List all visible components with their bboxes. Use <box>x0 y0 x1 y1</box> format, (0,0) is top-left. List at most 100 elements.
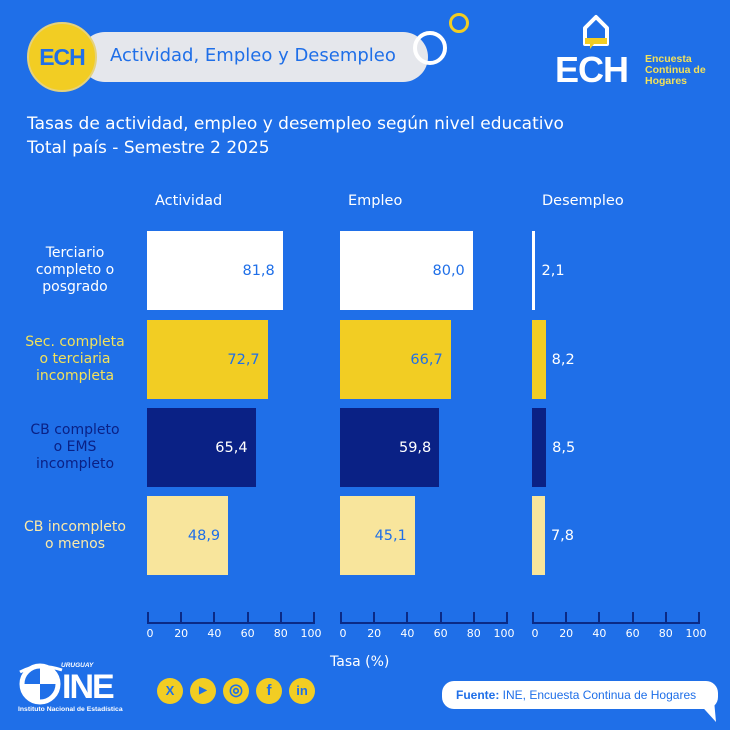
category-label-line: CB incompleto <box>24 518 126 535</box>
panel-title-desempleo: Desempleo <box>542 193 624 209</box>
x-axis-tick <box>439 612 442 624</box>
x-tick-label: 20 <box>174 627 189 640</box>
youtube-icon[interactable]: ▶ <box>190 678 216 704</box>
ine-name: Instituto Nacional de Estadística <box>18 706 123 713</box>
source-bubble-tail <box>696 700 716 722</box>
ech-logo-text: Encuesta Continua de Hogares <box>645 54 706 87</box>
ech-logo-line: Hogares <box>645 75 688 87</box>
category-label-line: CB completo <box>30 422 120 438</box>
bar-desempleo <box>532 408 547 487</box>
bar-empleo <box>340 231 473 310</box>
source-text: Fuente: INE, Encuesta Continua de Hogare… <box>456 688 696 702</box>
category-label-line: Sec. completa <box>25 334 125 350</box>
x-tick-label: 100 <box>300 627 322 640</box>
x-tick-label: 40 <box>207 627 222 640</box>
x-tick-label: 40 <box>592 627 607 640</box>
source-value: INE, Encuesta Continua de Hogares <box>499 688 697 702</box>
bar-actividad <box>147 231 283 310</box>
bar-value-label: 7,8 <box>550 527 574 544</box>
bar-value-label: 48,9 <box>187 527 221 544</box>
x-tick-label: 40 <box>400 627 415 640</box>
x-axis-line <box>532 622 700 624</box>
bar-value-label: 2,1 <box>541 262 565 279</box>
category-label: CB completo o EMS incompleto <box>8 422 142 473</box>
category-label-line: o terciaria <box>39 351 111 367</box>
x-axis-tick <box>246 612 249 624</box>
source-bubble <box>442 681 718 709</box>
instagram-icon[interactable]: ◎ <box>223 678 249 704</box>
x-axis-tick <box>698 612 700 624</box>
bar-empleo <box>340 408 440 487</box>
bar-value-label: 59,8 <box>398 439 432 456</box>
x-axis-tick <box>532 612 534 624</box>
ech-logo-letters: ECH <box>555 49 629 90</box>
category-label: Sec. completa o terciaria incompleta <box>8 334 142 385</box>
category-label-line: posgrado <box>42 279 108 295</box>
x-tick-label: 20 <box>367 627 382 640</box>
x-tick-label: 60 <box>433 627 448 640</box>
x-tick-label: 100 <box>685 627 707 640</box>
x-icon[interactable]: X <box>157 678 183 704</box>
category-label-line: o menos <box>45 535 105 552</box>
x-axis-line <box>147 622 315 624</box>
ine-letters: INE <box>62 668 115 706</box>
x-axis-line <box>340 622 508 624</box>
ine-logo: URUGUAY INE Instituto Nacional de Estadí… <box>18 662 143 724</box>
x-tick-label: 80 <box>273 627 288 640</box>
x-tick-label: 60 <box>625 627 640 640</box>
x-axis-tick <box>565 612 568 624</box>
x-tick-label: 80 <box>658 627 673 640</box>
facebook-icon[interactable]: f <box>256 678 282 704</box>
chart-title: Tasas de actividad, empleo y desempleo s… <box>27 114 564 134</box>
x-axis-tick <box>631 612 634 624</box>
x-tick-label: 0 <box>339 627 347 640</box>
bar-value-label: 65,4 <box>215 439 248 456</box>
bar-value-label: 45,1 <box>374 527 407 544</box>
ech-logo: ECH Encuesta Continua de Hogares <box>555 12 725 92</box>
header-pill <box>80 32 428 82</box>
x-axis-tick <box>313 612 315 624</box>
header-title: Actividad, Empleo y Desempleo <box>110 45 396 66</box>
bar-desempleo <box>532 496 545 575</box>
ech-badge: ECH <box>27 22 97 92</box>
category-label-line: o EMS <box>53 439 97 455</box>
panel-title-empleo: Empleo <box>348 193 403 209</box>
x-axis-tick <box>472 612 475 624</box>
panel-title-actividad: Actividad <box>155 193 223 209</box>
x-axis-tick <box>180 612 183 624</box>
bar-actividad <box>147 320 268 399</box>
source-label: Fuente: <box>456 688 500 702</box>
x-axis-tick <box>598 612 601 624</box>
category-label-line: completo o <box>35 262 115 278</box>
x-tick-label: 80 <box>466 627 481 640</box>
x-tick-label: 20 <box>559 627 574 640</box>
x-axis-tick <box>406 612 409 624</box>
decorative-ring-yellow <box>449 13 469 33</box>
bar-value-label: 81,8 <box>242 262 275 279</box>
ine-globe-icon <box>19 663 63 705</box>
category-label-line: Terciario <box>45 245 105 261</box>
ech-logo-line: Encuesta <box>645 53 692 65</box>
category-label: Terciario completo o posgrado <box>8 245 142 296</box>
x-tick-label: 100 <box>493 627 515 640</box>
chart-title-block: Tasas de actividad, empleo y desempleo s… <box>27 112 564 160</box>
bar-desempleo <box>532 320 546 399</box>
x-tick-label: 0 <box>146 627 154 640</box>
decorative-ring-white <box>413 31 447 65</box>
x-axis-tick <box>147 612 149 624</box>
linkedin-icon[interactable]: in <box>289 678 315 704</box>
x-axis-tick <box>213 612 216 624</box>
bar-value-label: 8,5 <box>552 439 576 456</box>
chart-subtitle: Total país - Semestre 2 2025 <box>27 138 270 158</box>
x-tick-label: 0 <box>531 627 539 640</box>
x-axis-label: Tasa (%) <box>330 654 390 670</box>
bar-value-label: 66,7 <box>410 351 443 368</box>
bar-value-label: 8,2 <box>551 351 575 368</box>
bar-value-label: 80,0 <box>432 262 465 279</box>
bar-actividad <box>147 496 229 575</box>
bar-value-label: 72,7 <box>227 351 260 368</box>
bar-actividad <box>147 408 256 487</box>
bar-empleo <box>340 320 451 399</box>
x-tick-label: 60 <box>240 627 255 640</box>
category-label-line: incompleto <box>35 456 115 472</box>
